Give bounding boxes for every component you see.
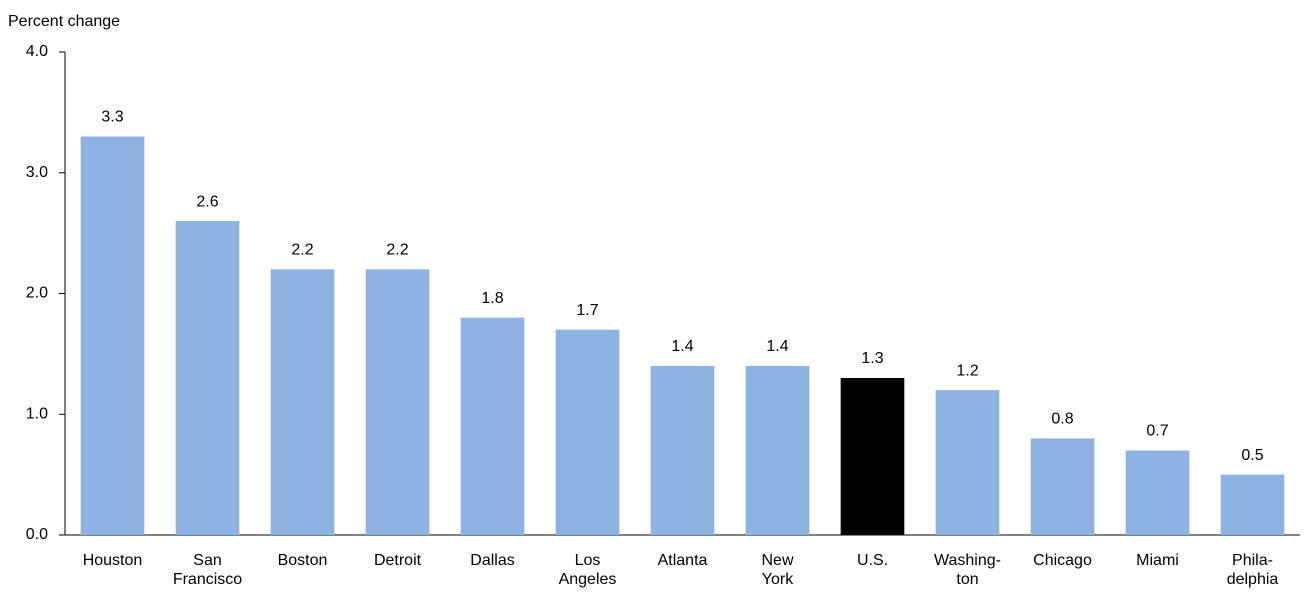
data-label: 2.2: [291, 242, 313, 259]
y-tick-label: 4.0: [26, 43, 48, 60]
bar: [460, 317, 525, 535]
data-label: 1.4: [671, 338, 693, 355]
bar: [935, 390, 1000, 535]
data-label: 2.6: [196, 193, 218, 210]
x-tick-label: Boston: [278, 552, 328, 569]
bar: [175, 221, 240, 536]
data-label: 0.5: [1241, 447, 1263, 464]
data-label: 1.3: [861, 350, 883, 367]
x-tick-label: Los Angeles: [559, 552, 617, 588]
bar: [1220, 474, 1285, 535]
x-tick-label: U.S.: [857, 552, 888, 569]
x-tick-label: Chicago: [1033, 552, 1092, 569]
bar: [80, 136, 145, 535]
x-tick-label: Washing-ton: [934, 552, 1001, 588]
y-tick-label: 0.0: [26, 526, 48, 543]
x-tick-label: Houston: [83, 552, 143, 569]
data-label: 3.3: [101, 109, 123, 126]
y-tick-label: 3.0: [26, 164, 48, 181]
x-tick-label: Atlanta: [658, 552, 708, 569]
data-label: 1.2: [956, 362, 978, 379]
bar: [650, 365, 715, 535]
bar: [1125, 450, 1190, 535]
x-tick-label: Miami: [1136, 552, 1179, 569]
y-tick-label: 2.0: [26, 285, 48, 302]
y-axis-label: Percent change: [8, 13, 120, 30]
data-label: 2.2: [386, 242, 408, 259]
data-label: 0.8: [1051, 411, 1073, 428]
bar: [1030, 438, 1095, 535]
bar: [365, 269, 430, 535]
x-tick-label: New York: [761, 552, 794, 588]
x-tick-label: San Francisco: [173, 552, 242, 588]
y-tick-label: 1.0: [26, 405, 48, 422]
data-label: 1.8: [481, 290, 503, 307]
bar: [745, 365, 810, 535]
data-label: 0.7: [1146, 423, 1168, 440]
data-label: 1.4: [766, 338, 788, 355]
x-tick-label: Detroit: [374, 552, 422, 569]
x-tick-label: Dallas: [470, 552, 514, 569]
bar: [840, 378, 905, 535]
bar: [555, 329, 620, 535]
x-tick-label: Phila-delphia: [1227, 552, 1279, 588]
data-label: 1.7: [576, 302, 598, 319]
bar: [270, 269, 335, 535]
